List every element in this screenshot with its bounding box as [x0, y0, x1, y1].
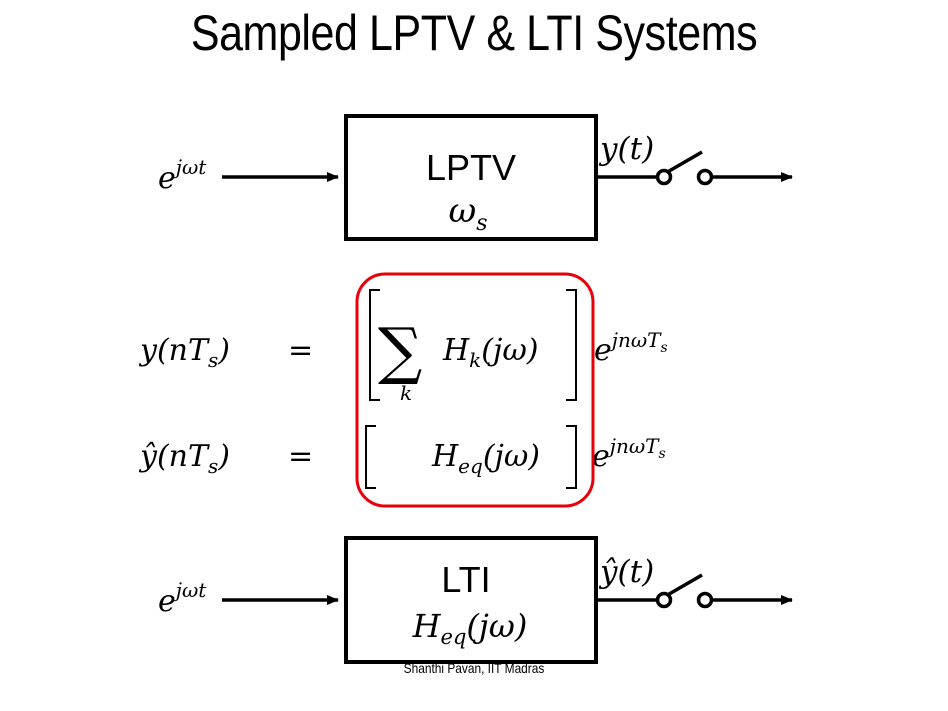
bottom-switch-contact-left — [655, 591, 673, 609]
eq1-lhs: y(nTs) — [138, 333, 230, 372]
bottom-switch-contact-right — [696, 591, 714, 609]
lti-block-name: LTI — [441, 559, 490, 600]
bottom-switch-lever — [663, 573, 703, 599]
eq1-relation: = — [288, 333, 313, 368]
top-switch-contact-right — [696, 168, 714, 186]
eq2-bracket-term: Heq(jω) — [431, 439, 540, 478]
eq2-relation: = — [288, 439, 313, 474]
top-system: ejωt LPTV ωs y(t) — [158, 114, 793, 241]
eq1-left-bracket — [369, 289, 380, 401]
bottom-input-label: ejωt — [158, 578, 207, 619]
highlight-box — [355, 272, 595, 508]
eq1-rhs-factor: ejnωTs — [594, 328, 668, 368]
lptv-block-name: LPTV — [426, 147, 516, 188]
bottom-system: ejωt LTI Heq(jω) ŷ(t) — [158, 536, 793, 664]
eq2-right-bracket — [566, 425, 577, 489]
eq1-bracket-term: Hk(jω) — [442, 333, 539, 372]
eq1-right-bracket — [566, 289, 577, 401]
lti-block-param: Heq(jω) — [412, 607, 528, 649]
equations: y(nTs) = ∑ k Hk(jω) ejnωTs ŷ(nTs) = Heq(… — [138, 272, 668, 508]
lptv-block-param: ωs — [448, 191, 487, 236]
bottom-output-label: ŷ(t) — [598, 554, 654, 590]
footer-credit: Shanthi Pavan, IIT Madras — [403, 660, 545, 676]
eq1-sum-symbol: ∑ — [378, 314, 422, 387]
top-switch-contact-left — [655, 168, 673, 186]
top-output-label: y(t) — [598, 131, 654, 167]
eq2-lhs: ŷ(nTs) — [138, 439, 230, 478]
eq2-rhs-factor: ejnωTs — [592, 434, 666, 474]
eq2-left-bracket — [365, 425, 376, 489]
slide-title: Sampled LPTV & LTI Systems — [190, 5, 758, 61]
eq1-sum-index: k — [400, 381, 412, 405]
top-switch-lever — [663, 150, 703, 176]
top-input-label: ejωt — [158, 155, 207, 196]
